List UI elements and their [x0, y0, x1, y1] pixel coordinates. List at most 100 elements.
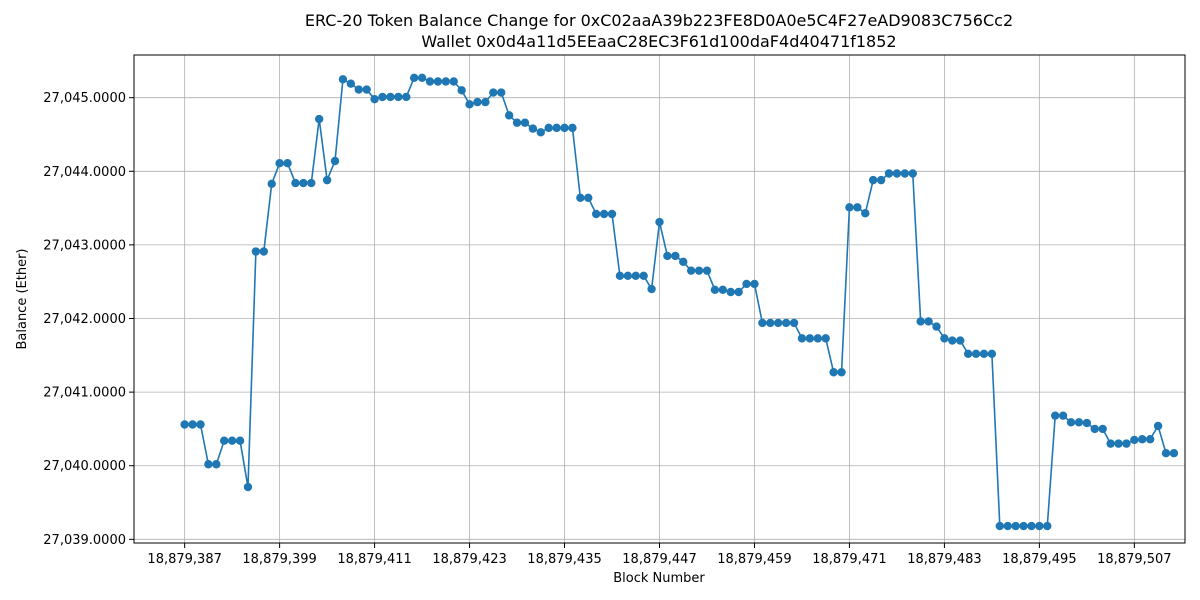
data-point	[781, 318, 791, 328]
data-point	[948, 336, 957, 345]
x-tick-label: 18,879,471	[812, 552, 886, 567]
data-point	[631, 271, 640, 281]
data-point	[774, 318, 783, 328]
data-point	[679, 257, 688, 267]
data-point	[322, 175, 332, 185]
y-tick-label: 27,040.0000	[43, 459, 126, 474]
data-point	[853, 203, 862, 212]
x-axis-label: Block Number	[613, 571, 705, 586]
data-point	[425, 77, 435, 86]
data-point	[805, 334, 815, 343]
data-point	[797, 334, 807, 343]
data-point	[963, 349, 973, 359]
x-tick-label: 18,879,423	[432, 552, 506, 567]
data-point	[338, 75, 348, 84]
y-tick-label: 27,044.0000	[43, 165, 126, 180]
data-point	[837, 368, 846, 377]
x-tick-label: 18,879,435	[527, 552, 601, 567]
data-point	[663, 251, 672, 261]
data-point	[1122, 439, 1131, 448]
data-point	[924, 317, 933, 326]
data-point	[212, 460, 221, 469]
data-point	[259, 247, 268, 256]
data-point	[394, 92, 403, 102]
data-point	[908, 169, 917, 178]
data-point	[481, 97, 490, 107]
data-point	[845, 203, 854, 212]
data-point	[489, 88, 498, 97]
data-point	[868, 175, 878, 185]
data-point	[243, 482, 253, 492]
data-point	[473, 97, 482, 107]
data-point	[940, 334, 949, 343]
data-point	[1051, 411, 1060, 420]
y-tick-label: 27,042.0000	[43, 312, 126, 327]
x-tick-label: 18,879,459	[717, 552, 791, 567]
data-point	[1169, 449, 1179, 458]
data-point	[987, 349, 997, 359]
data-point	[291, 178, 300, 188]
chart-title: ERC-20 Token Balance Change for 0xC02aaA…	[305, 11, 1013, 30]
data-point	[1058, 411, 1068, 420]
x-tick-label: 18,879,387	[147, 552, 221, 567]
data-point	[1066, 418, 1076, 427]
data-point	[267, 179, 276, 189]
data-point	[900, 169, 910, 178]
y-tick-label: 27,039.0000	[43, 533, 126, 548]
data-point	[623, 271, 633, 281]
data-point	[655, 217, 664, 227]
data-point	[916, 317, 925, 326]
y-axis-label: Balance (Ether)	[15, 248, 30, 349]
data-point	[766, 318, 775, 328]
data-point	[386, 92, 395, 102]
data-point	[1106, 439, 1115, 448]
data-point	[204, 460, 213, 469]
data-point	[892, 169, 902, 178]
data-point	[330, 156, 340, 166]
data-point	[607, 209, 617, 219]
data-point	[314, 114, 324, 124]
data-point	[750, 279, 759, 289]
data-point	[718, 285, 728, 294]
data-point	[1011, 521, 1020, 531]
data-point	[196, 420, 205, 429]
data-point	[932, 322, 941, 331]
data-point	[568, 123, 577, 133]
data-point	[528, 124, 538, 133]
data-point	[742, 279, 751, 289]
data-point	[576, 193, 585, 202]
data-point	[275, 159, 284, 168]
data-point	[536, 128, 545, 137]
data-point	[180, 420, 189, 429]
data-point	[1145, 435, 1155, 444]
data-point	[591, 209, 601, 219]
data-point	[1130, 435, 1139, 445]
data-point	[354, 85, 363, 94]
data-point	[441, 77, 451, 86]
data-point	[220, 436, 229, 445]
data-point	[694, 266, 704, 275]
data-point	[449, 77, 458, 86]
data-point	[861, 209, 870, 218]
data-point	[710, 285, 720, 294]
data-point	[307, 178, 316, 188]
data-point	[1138, 435, 1147, 444]
data-point	[1114, 439, 1123, 448]
y-axis-ticks: 27,039.0000 27,040.0000 27,041.0000 27,042.…	[43, 91, 134, 548]
data-point	[402, 92, 411, 102]
data-point	[227, 436, 237, 445]
data-point	[1019, 521, 1028, 531]
data-point	[686, 266, 696, 275]
data-point	[813, 334, 822, 343]
grid-lines	[134, 55, 1185, 543]
data-point	[758, 318, 767, 328]
data-point	[552, 123, 561, 133]
data-point	[647, 284, 656, 294]
data-point	[504, 111, 514, 120]
x-axis-ticks: 18,879,387 18,879,399 18,879,411 18,879,423…	[147, 543, 1172, 567]
data-point	[1035, 521, 1044, 531]
data-point	[1090, 424, 1099, 434]
data-points	[180, 73, 1179, 531]
data-point	[615, 271, 625, 281]
